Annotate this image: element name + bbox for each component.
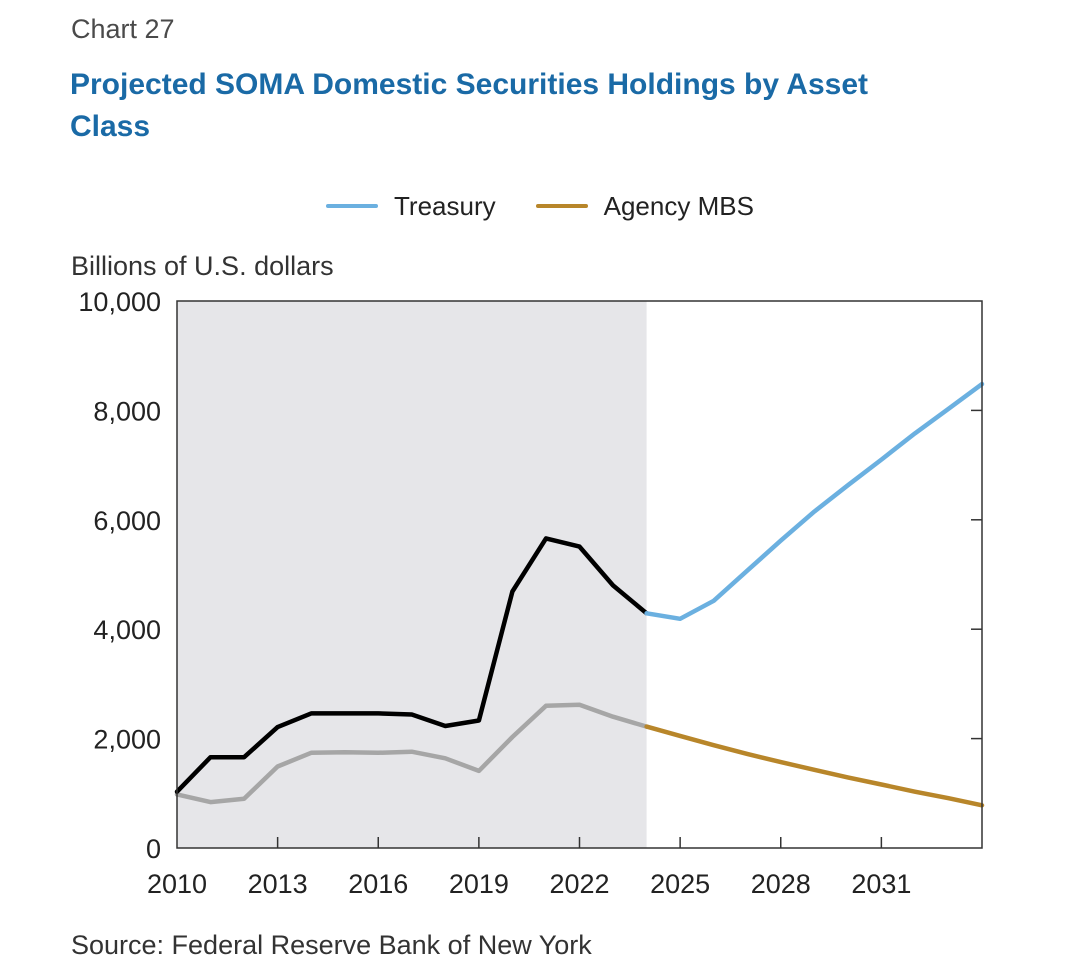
y-tick-label: 10,000 [78, 287, 161, 317]
series-line-treasury-historical [174, 536, 649, 794]
source-note: Source: Federal Reserve Bank of New York [71, 930, 592, 960]
x-tick-label: 2031 [851, 869, 911, 899]
plot-frame-layer [176, 300, 983, 849]
series-line-agency-mbs-projected [644, 724, 985, 808]
series-line-agency-mbs-historical [174, 702, 649, 805]
axis-ticks-layer [276, 409, 982, 848]
chart-title: Projected SOMA Domestic Securities Holdi… [70, 68, 868, 143]
y-tick-label: 8,000 [93, 396, 161, 426]
legend-swatch-treasury [326, 204, 378, 208]
y-tick-label: 0 [146, 834, 161, 864]
historical-shading-layer [177, 301, 647, 848]
legend-label-agency-mbs: Agency MBS [603, 190, 754, 221]
x-tick-label: 2019 [449, 869, 509, 899]
x-tick-label: 2025 [650, 869, 710, 899]
y-tick-label: 6,000 [93, 506, 161, 536]
x-tick-label: 2013 [248, 869, 308, 899]
series-layer [174, 381, 985, 808]
legend-swatch-agency-mbs [535, 204, 588, 208]
x-tick-label: 2028 [751, 869, 811, 899]
x-tick-label: 2010 [147, 869, 207, 899]
historical-shading [177, 301, 647, 848]
legend-item-agency-mbs: Agency MBS [535, 190, 754, 222]
y-axis-label: Billions of U.S. dollars [71, 251, 334, 281]
plot-frame [176, 300, 983, 849]
tick-labels-layer: 0 2,000 4,000 6,000 8,000 10,000 2010 2013 2016 2… [78, 287, 911, 899]
legend-item-treasury: Treasury [326, 191, 496, 222]
y-tick-label: 4,000 [93, 615, 161, 645]
y-tick-label: 2,000 [93, 725, 161, 755]
x-tick-label: 2022 [549, 869, 609, 899]
legend: Treasury Agency MBS [326, 186, 794, 226]
legend-label-treasury: Treasury [394, 190, 496, 221]
series-line-treasury-projected [644, 381, 985, 622]
x-tick-label: 2016 [348, 869, 408, 899]
chart-number: Chart 27 [71, 14, 175, 44]
